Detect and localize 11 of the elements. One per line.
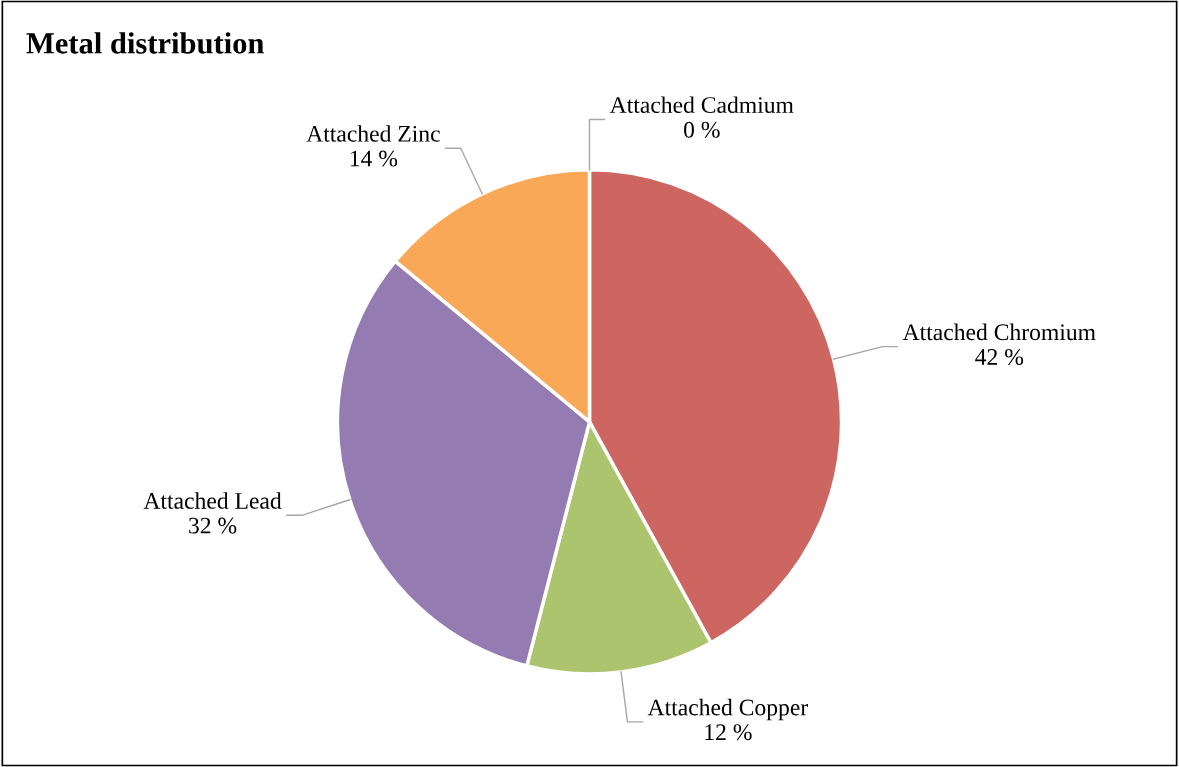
text: 0 % — [684, 121, 720, 138]
category-label: Attached Cadmium — [609, 96, 794, 113]
data-label: 12 % — [705, 724, 752, 741]
slice-label: Attached Chromium — [902, 323, 1096, 341]
data-label: 32 % — [189, 517, 237, 534]
data-label: 42 % — [975, 348, 1024, 365]
slice-label: Attached Copper — [647, 698, 808, 721]
slice-label: Attached Zinc — [306, 125, 440, 142]
data-label: 14 % — [350, 150, 398, 167]
slice-label: Attached Lead — [143, 492, 282, 509]
chart-title: Metal distribution — [26, 32, 264, 54]
